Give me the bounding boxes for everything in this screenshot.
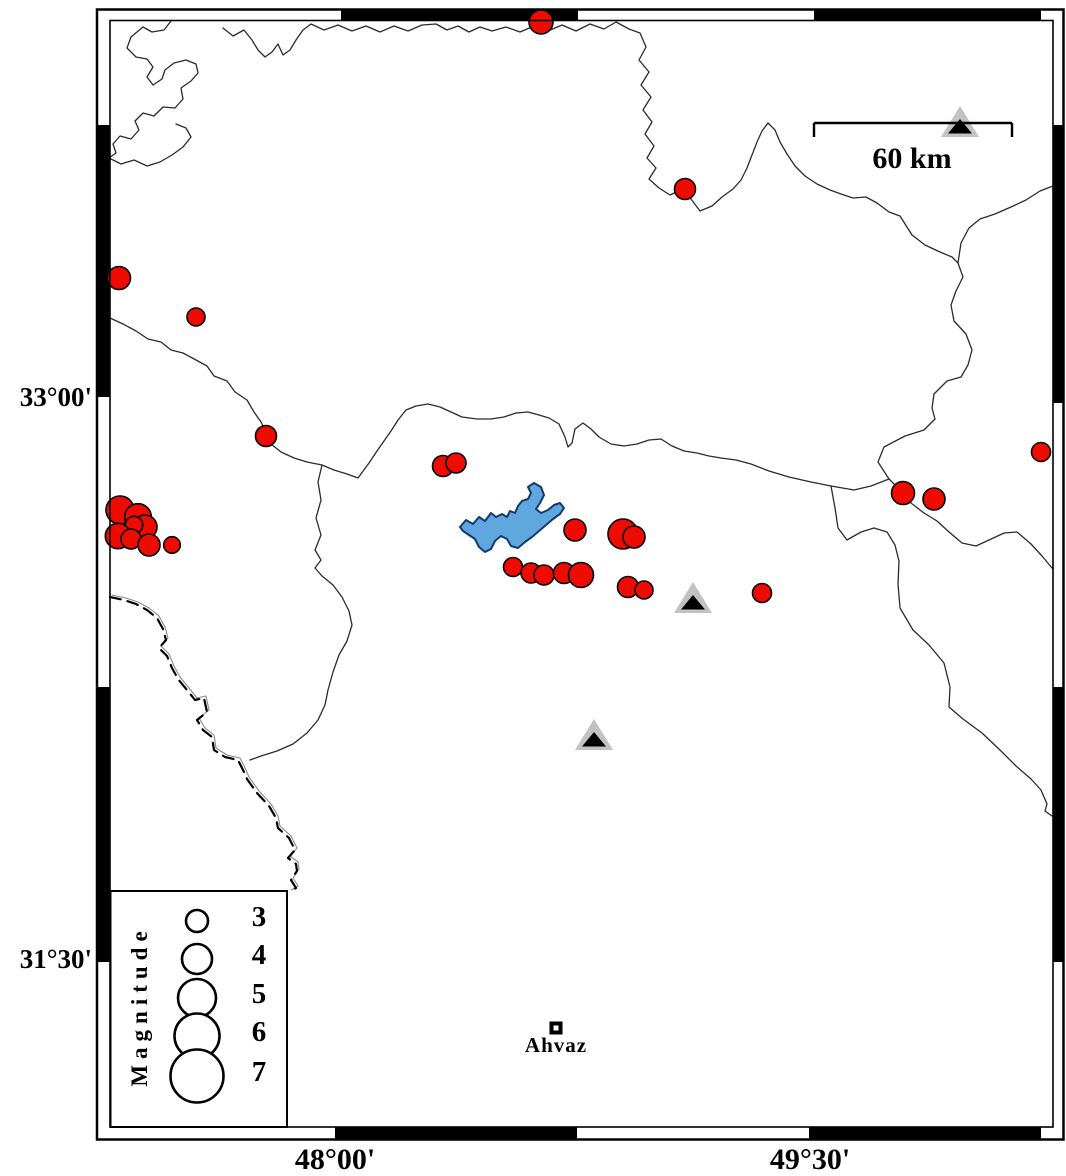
epicenter-circle (563, 518, 587, 542)
epicenter-circle (254, 424, 278, 448)
epicenter-circle (922, 487, 946, 511)
legend-magnitude-value: 4 (251, 939, 267, 971)
epicenter-circle (1030, 441, 1052, 463)
city-label: Ahvaz (524, 1033, 588, 1057)
epicenter-circle (673, 177, 697, 201)
station-triangle-inner (948, 119, 972, 134)
map-frame-inner (109, 19, 1054, 1128)
epicenter-circle (890, 480, 916, 506)
legend-magnitude-circles (169, 908, 225, 1104)
map-frame-outer (95, 8, 1065, 1141)
epicenter-circle (106, 265, 132, 291)
tick-band-segment (98, 125, 110, 397)
tick-band-segment (335, 1127, 577, 1139)
tick-band-segment (1053, 125, 1064, 403)
tick-band-segment (809, 1127, 1041, 1139)
tick-band-segment (341, 9, 578, 21)
station-triangle-inner (681, 595, 705, 610)
epicenter-circle (622, 525, 646, 549)
legend-magnitude-circle (184, 908, 210, 934)
epicenter-circle (162, 535, 182, 555)
main-river (109, 317, 1053, 569)
epicenter-circle (137, 533, 161, 557)
tick-band-segment (98, 687, 110, 962)
earthquake-epicenters (104, 9, 1052, 604)
longitude-label-49-30: 49°30' (769, 1143, 851, 1176)
epicenter-circle (533, 564, 555, 586)
river-branch-east (957, 185, 1054, 264)
border-river-companion (111, 594, 300, 891)
lake-polygon (459, 482, 565, 553)
longitude-label-48-00: 48°00' (294, 1143, 376, 1176)
epicenter-circle (186, 307, 206, 327)
river-southeast (830, 485, 1053, 817)
epicenter-circle (528, 9, 554, 35)
legend-magnitude-value: 3 (251, 901, 267, 933)
latitude-label-31-30: 31°30' (19, 944, 92, 974)
scale-bar-label: 60 km (872, 142, 952, 175)
river-branch-south (249, 464, 353, 761)
boundary-line-north (222, 21, 973, 480)
boundary-line-topleft-hook (108, 20, 199, 167)
epicenter-circle (751, 582, 773, 604)
city-marker-square (549, 1021, 563, 1035)
latitude-label-33-00: 33°00' (19, 382, 92, 412)
legend-magnitude-circle (169, 1048, 225, 1104)
station-triangle-inner (582, 732, 606, 747)
tick-band-segment (1053, 687, 1064, 962)
legend-magnitude-value: 5 (251, 978, 267, 1010)
map-frame-tick-bands (98, 9, 1064, 1139)
legend-magnitude-value: 7 (251, 1056, 267, 1088)
legend-magnitude-circle (176, 977, 218, 1019)
tick-band-segment (814, 9, 1041, 21)
epicenter-circle (634, 580, 654, 600)
scale-bar (812, 121, 1014, 137)
map-frame (95, 8, 1065, 1141)
epicenter-circle (567, 561, 595, 589)
legend-magnitude-circle (180, 942, 214, 976)
station-markers (575, 106, 979, 750)
epicenter-circle (502, 556, 524, 578)
international-border-dashed (108, 595, 299, 894)
legend-magnitude-value: 6 (251, 1016, 267, 1048)
epicenter-circle (445, 452, 467, 474)
legend-title: Magnitude (127, 925, 152, 1087)
